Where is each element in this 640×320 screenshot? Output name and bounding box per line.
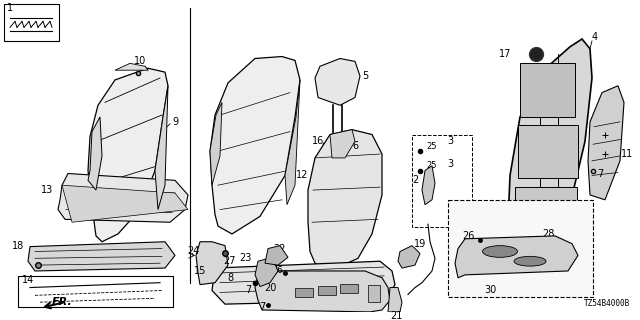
Text: 6: 6 — [352, 141, 358, 151]
Text: 1: 1 — [7, 3, 13, 13]
Text: 20: 20 — [264, 283, 276, 292]
Bar — [412, 134, 472, 227]
Bar — [518, 125, 578, 178]
Text: 30: 30 — [484, 284, 496, 294]
Text: 3: 3 — [447, 136, 453, 146]
Polygon shape — [210, 57, 300, 234]
Text: 12: 12 — [296, 171, 308, 180]
Polygon shape — [155, 86, 168, 210]
Text: 26: 26 — [273, 266, 284, 275]
Text: 3: 3 — [447, 159, 453, 169]
Text: 4: 4 — [592, 32, 598, 42]
Polygon shape — [255, 271, 390, 312]
Text: FR.: FR. — [52, 297, 73, 307]
Text: 22: 22 — [274, 244, 286, 253]
Polygon shape — [88, 117, 102, 190]
Polygon shape — [285, 80, 300, 205]
Text: 29: 29 — [554, 246, 566, 257]
Ellipse shape — [514, 256, 546, 266]
Bar — [4, 4, 59, 41]
Polygon shape — [58, 173, 188, 222]
Bar — [18, 276, 173, 307]
Polygon shape — [210, 102, 222, 185]
Polygon shape — [88, 68, 168, 242]
Polygon shape — [62, 185, 188, 222]
Polygon shape — [196, 242, 228, 284]
Text: 19: 19 — [414, 239, 426, 249]
Ellipse shape — [483, 246, 518, 257]
Polygon shape — [115, 63, 148, 70]
Text: 13: 13 — [41, 185, 53, 195]
Polygon shape — [315, 59, 360, 105]
Text: 9: 9 — [172, 117, 178, 127]
Text: 8: 8 — [227, 273, 233, 283]
Text: 18: 18 — [12, 241, 24, 251]
Text: 17: 17 — [499, 49, 511, 59]
Polygon shape — [255, 257, 278, 287]
Polygon shape — [455, 236, 578, 278]
Bar — [520, 63, 575, 117]
Polygon shape — [388, 288, 402, 312]
Text: 25: 25 — [427, 161, 437, 170]
Text: 14: 14 — [22, 275, 34, 285]
Polygon shape — [508, 39, 592, 268]
Polygon shape — [212, 261, 395, 304]
Polygon shape — [308, 130, 382, 271]
Text: 15: 15 — [194, 266, 206, 276]
Text: 25: 25 — [427, 142, 437, 151]
Text: 16: 16 — [312, 136, 324, 146]
Text: TZ54B4000B: TZ54B4000B — [584, 299, 630, 308]
Bar — [295, 288, 313, 297]
Bar — [318, 286, 336, 295]
Polygon shape — [330, 130, 355, 158]
Text: 26: 26 — [462, 231, 474, 241]
Polygon shape — [28, 242, 175, 271]
Polygon shape — [398, 246, 420, 268]
Text: 21: 21 — [390, 311, 402, 320]
Text: 24: 24 — [187, 246, 199, 257]
Text: 7: 7 — [597, 169, 603, 179]
Text: 2: 2 — [412, 175, 418, 185]
Bar — [340, 284, 358, 293]
Text: 27: 27 — [224, 256, 236, 266]
Polygon shape — [422, 166, 435, 205]
Bar — [515, 187, 577, 241]
Bar — [448, 200, 593, 297]
Polygon shape — [588, 86, 624, 200]
Polygon shape — [265, 246, 288, 265]
Text: 11: 11 — [621, 149, 633, 159]
Text: 10: 10 — [134, 56, 146, 67]
Text: 23: 23 — [239, 253, 251, 263]
Bar — [368, 284, 380, 302]
Text: 28: 28 — [542, 229, 554, 239]
Text: 7: 7 — [245, 284, 251, 294]
Text: 5: 5 — [362, 71, 368, 81]
Text: 7: 7 — [259, 302, 265, 312]
